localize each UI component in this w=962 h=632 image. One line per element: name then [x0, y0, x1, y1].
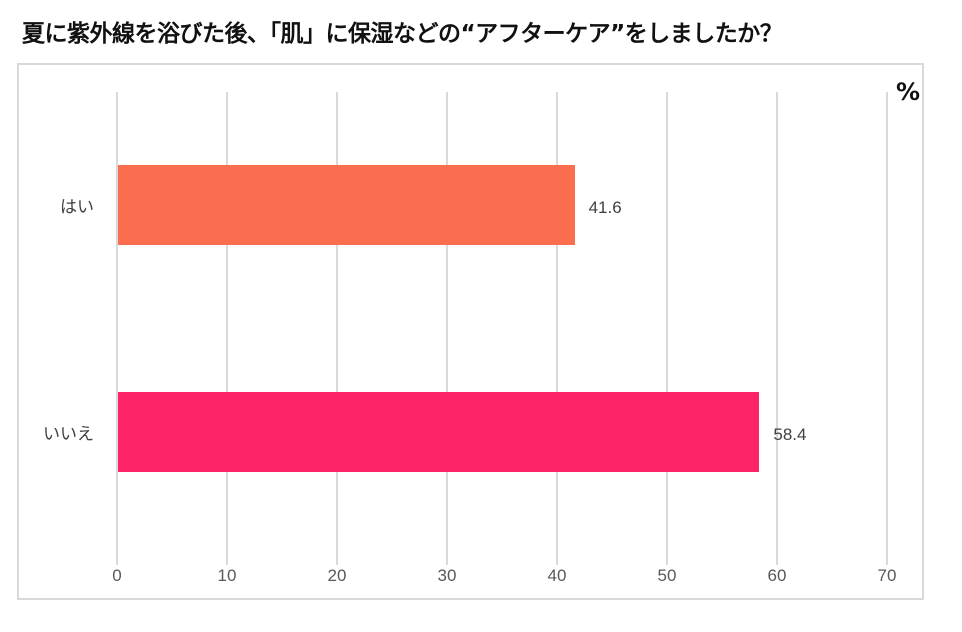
gridline	[666, 92, 668, 565]
category-label: はい	[60, 197, 94, 218]
gridline	[446, 92, 448, 565]
bar-no	[118, 392, 760, 472]
gridline	[556, 92, 558, 565]
gridline	[226, 92, 228, 565]
value-label: 58.4	[773, 425, 807, 444]
unit-label: %	[896, 78, 921, 106]
gridline	[116, 92, 118, 565]
gridline	[336, 92, 338, 565]
x-tick-label: 30	[437, 566, 457, 585]
x-tick-label: 40	[547, 566, 567, 585]
category-label: いいえ	[43, 424, 94, 445]
gridline	[886, 92, 888, 565]
x-tick-label: 20	[327, 566, 347, 585]
bar-yes	[118, 165, 575, 245]
x-tick-label: 50	[657, 566, 677, 585]
chart-frame	[17, 63, 924, 600]
gridline	[776, 92, 778, 565]
value-label: 41.6	[588, 198, 622, 217]
x-tick-label: 60	[767, 566, 787, 585]
x-tick-label: 10	[217, 566, 237, 585]
chart-title: 夏に紫外線を浴びた後、「肌」に保湿などの“アフターケア”をしましたか？	[22, 21, 783, 47]
x-tick-label: 70	[877, 566, 897, 585]
x-tick-label: 0	[112, 566, 122, 585]
